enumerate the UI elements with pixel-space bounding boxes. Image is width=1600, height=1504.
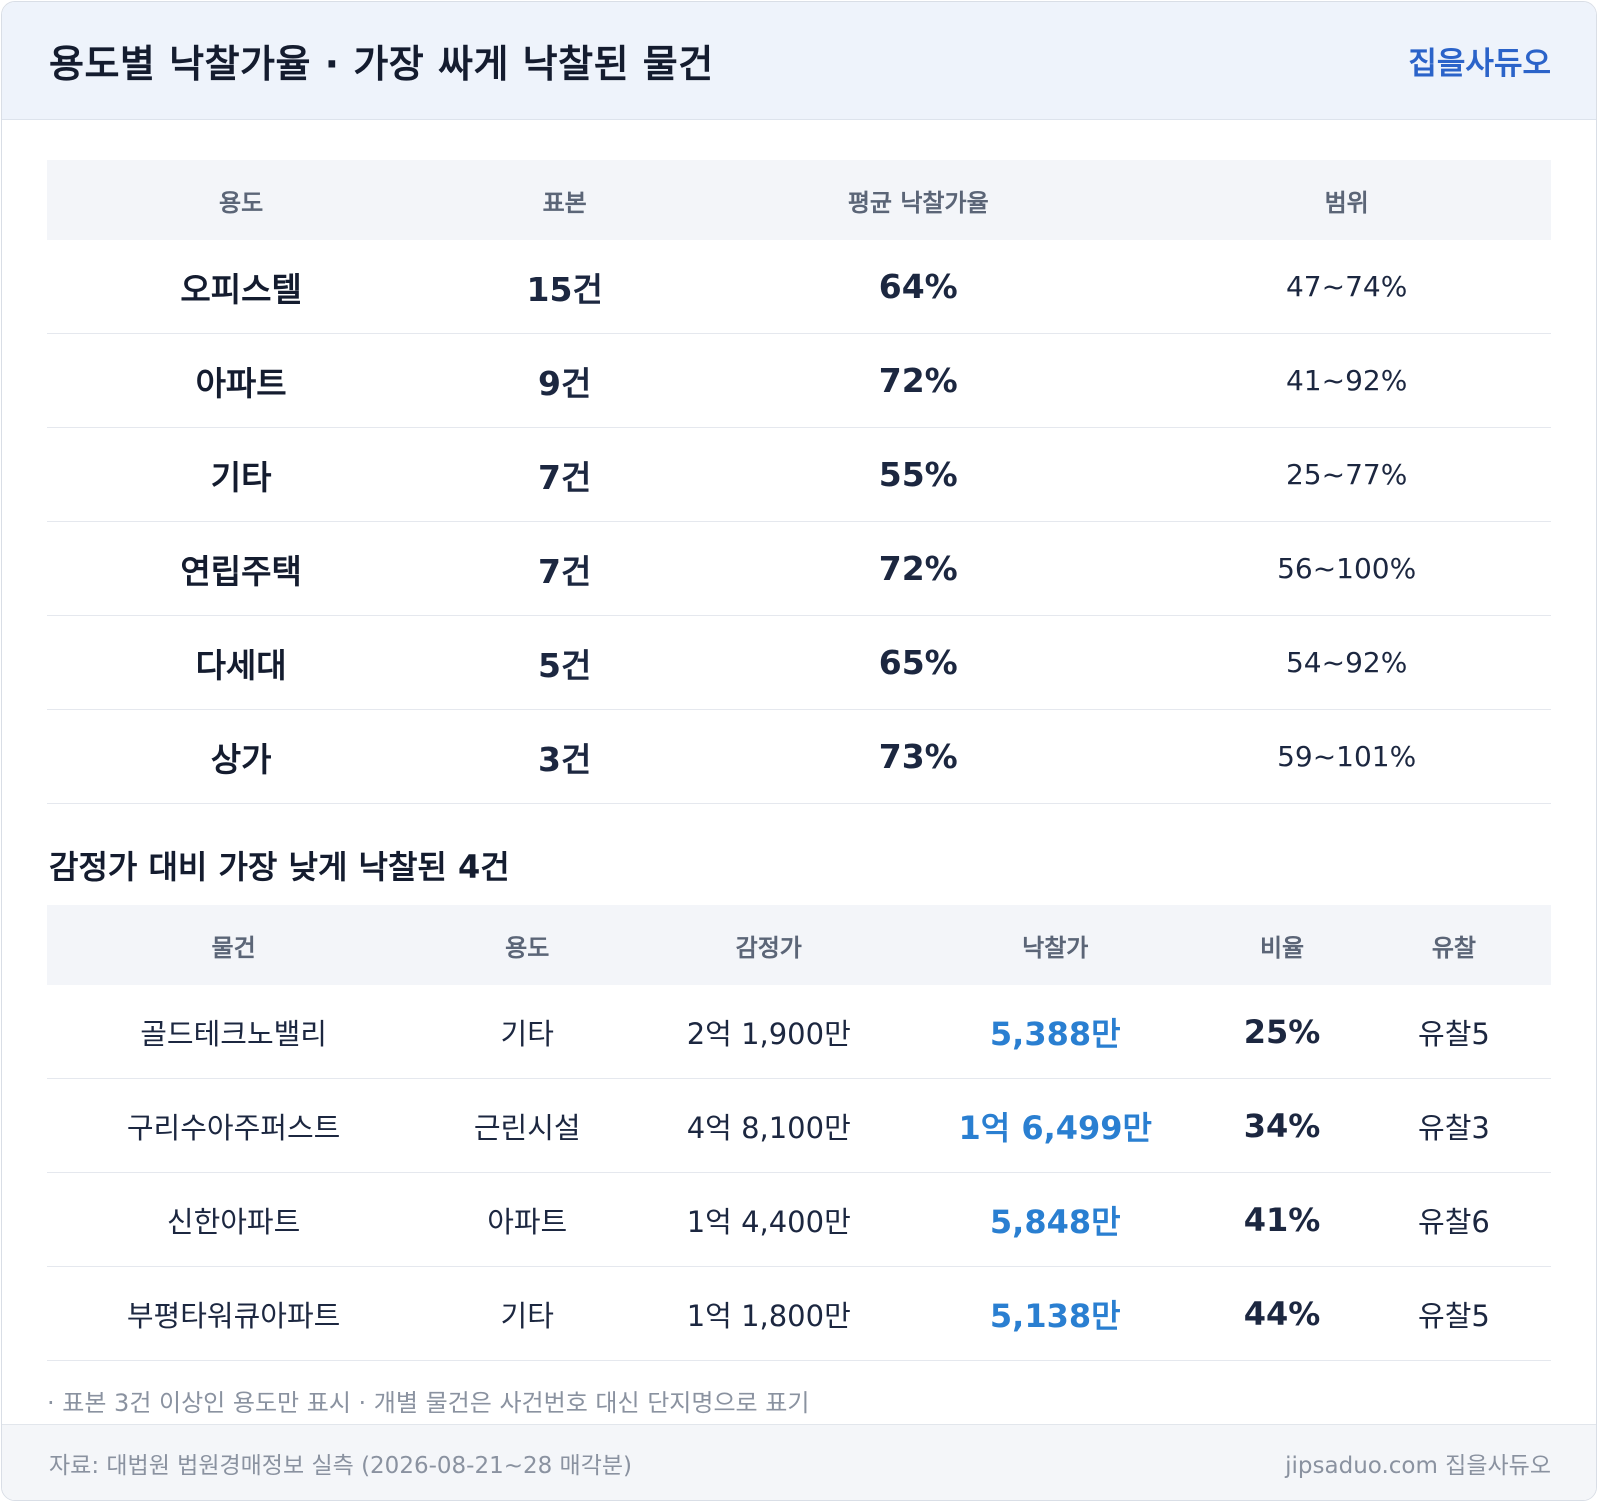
failed-count-cell: 유찰5 bbox=[1356, 1266, 1551, 1361]
range-cell: 47~74% bbox=[1142, 240, 1551, 334]
sample-count-cell: 3건 bbox=[435, 709, 695, 804]
usage-cell: 다세대 bbox=[47, 615, 436, 710]
table-header-row: 용도 표본 평균 낙찰가율 범위 bbox=[47, 160, 1551, 240]
bid-price-cell: 5,848만 bbox=[903, 1172, 1208, 1267]
appraisal-cell: 4억 8,100만 bbox=[634, 1078, 904, 1173]
range-cell: 56~100% bbox=[1142, 521, 1551, 616]
avg-rate-cell: 72% bbox=[694, 521, 1143, 616]
column-header-range: 범위 bbox=[1142, 160, 1551, 240]
appraisal-cell: 2억 1,900만 bbox=[634, 985, 904, 1079]
failed-count-cell: 유찰6 bbox=[1356, 1172, 1551, 1267]
column-header-bid-price: 낙찰가 bbox=[903, 905, 1208, 985]
failed-count-cell: 유찰3 bbox=[1356, 1078, 1551, 1173]
bid-price-cell: 1억 6,499만 bbox=[903, 1078, 1208, 1173]
card-content: 용도 표본 평균 낙찰가율 범위 오피스텔 15건 64% 47~74% 아파트… bbox=[2, 120, 1596, 1418]
appraisal-cell: 1억 1,800만 bbox=[634, 1266, 904, 1361]
usage-cell: 연립주택 bbox=[47, 521, 436, 616]
avg-rate-cell: 55% bbox=[694, 427, 1143, 522]
column-header-usage: 용도 bbox=[47, 160, 436, 240]
column-header-property: 물건 bbox=[47, 905, 421, 985]
column-header-ratio: 비율 bbox=[1207, 905, 1357, 985]
usage-cell: 기타 bbox=[420, 1266, 635, 1361]
footnote: · 표본 3건 이상인 용도만 표시 · 개별 물건은 사건번호 대신 단지명으… bbox=[47, 1389, 810, 1417]
property-name-cell: 골드테크노밸리 bbox=[47, 985, 421, 1079]
table-header-row: 물건 용도 감정가 낙찰가 비율 유찰 bbox=[47, 905, 1551, 985]
usage-cell: 기타 bbox=[47, 427, 436, 522]
sample-count-cell: 9건 bbox=[435, 333, 695, 428]
usage-cell: 아파트 bbox=[420, 1172, 635, 1267]
avg-rate-cell: 64% bbox=[694, 240, 1143, 334]
usage-rate-table: 용도 표본 평균 낙찰가율 범위 오피스텔 15건 64% 47~74% 아파트… bbox=[47, 160, 1551, 804]
usage-cell: 근린시설 bbox=[420, 1078, 635, 1173]
column-header-sample: 표본 bbox=[435, 160, 695, 240]
property-name-cell: 구리수아주퍼스트 bbox=[47, 1078, 421, 1173]
card-header: 용도별 낙찰가율 · 가장 싸게 낙찰된 물건 집을사듀오 bbox=[2, 2, 1596, 120]
usage-cell: 상가 bbox=[47, 709, 436, 804]
ratio-cell: 34% bbox=[1207, 1078, 1357, 1173]
site-link[interactable]: jipsaduo.com 집을사듀오 bbox=[1285, 1452, 1551, 1479]
table-row: 아파트 9건 72% 41~92% bbox=[47, 333, 1551, 428]
range-cell: 25~77% bbox=[1142, 427, 1551, 522]
table-row: 기타 7건 55% 25~77% bbox=[47, 427, 1551, 522]
usage-cell: 기타 bbox=[420, 985, 635, 1079]
sample-count-cell: 15건 bbox=[435, 240, 695, 334]
sample-count-cell: 7건 bbox=[435, 427, 695, 522]
avg-rate-cell: 65% bbox=[694, 615, 1143, 710]
column-header-usage: 용도 bbox=[420, 905, 635, 985]
property-name-cell: 신한아파트 bbox=[47, 1172, 421, 1267]
usage-cell: 아파트 bbox=[47, 333, 436, 428]
range-cell: 54~92% bbox=[1142, 615, 1551, 710]
brand-logo-text[interactable]: 집을사듀오 bbox=[1408, 46, 1551, 82]
avg-rate-cell: 73% bbox=[694, 709, 1143, 804]
ratio-cell: 41% bbox=[1207, 1172, 1357, 1267]
failed-count-cell: 유찰5 bbox=[1356, 985, 1551, 1079]
bid-price-cell: 5,388만 bbox=[903, 985, 1208, 1079]
column-header-failed-count: 유찰 bbox=[1356, 905, 1551, 985]
table-row: 연립주택 7건 72% 56~100% bbox=[47, 521, 1551, 616]
table-row: 골드테크노밸리 기타 2억 1,900만 5,388만 25% 유찰5 bbox=[47, 985, 1551, 1079]
avg-rate-cell: 72% bbox=[694, 333, 1143, 428]
bid-price-cell: 5,138만 bbox=[903, 1266, 1208, 1361]
table-row: 구리수아주퍼스트 근린시설 4억 8,100만 1억 6,499만 34% 유찰… bbox=[47, 1078, 1551, 1173]
usage-cell: 오피스텔 bbox=[47, 240, 436, 334]
sample-count-cell: 5건 bbox=[435, 615, 695, 710]
ratio-cell: 25% bbox=[1207, 985, 1357, 1079]
source-text: 자료: 대법원 법원경매정보 실측 (2026-08-21~28 매각분) bbox=[49, 1452, 633, 1479]
table-row: 오피스텔 15건 64% 47~74% bbox=[47, 240, 1551, 334]
column-header-appraisal: 감정가 bbox=[634, 905, 904, 985]
range-cell: 59~101% bbox=[1142, 709, 1551, 804]
card-footer: 자료: 대법원 법원경매정보 실측 (2026-08-21~28 매각분) ji… bbox=[2, 1424, 1596, 1500]
table-row: 다세대 5건 65% 54~92% bbox=[47, 615, 1551, 710]
page-title: 용도별 낙찰가율 · 가장 싸게 낙찰된 물건 bbox=[49, 42, 714, 86]
section-title: 감정가 대비 가장 낮게 낙찰된 4건 bbox=[49, 848, 510, 886]
property-name-cell: 부평타워큐아파트 bbox=[47, 1266, 421, 1361]
table-row: 부평타워큐아파트 기타 1억 1,800만 5,138만 44% 유찰5 bbox=[47, 1266, 1551, 1361]
lowest-bids-table: 물건 용도 감정가 낙찰가 비율 유찰 골드테크노밸리 기타 2억 1,900만… bbox=[47, 905, 1551, 1361]
appraisal-cell: 1억 4,400만 bbox=[634, 1172, 904, 1267]
table-row: 신한아파트 아파트 1억 4,400만 5,848만 41% 유찰6 bbox=[47, 1172, 1551, 1267]
range-cell: 41~92% bbox=[1142, 333, 1551, 428]
sample-count-cell: 7건 bbox=[435, 521, 695, 616]
ratio-cell: 44% bbox=[1207, 1266, 1357, 1361]
table-row: 상가 3건 73% 59~101% bbox=[47, 709, 1551, 804]
column-header-avg-rate: 평균 낙찰가율 bbox=[694, 160, 1143, 240]
